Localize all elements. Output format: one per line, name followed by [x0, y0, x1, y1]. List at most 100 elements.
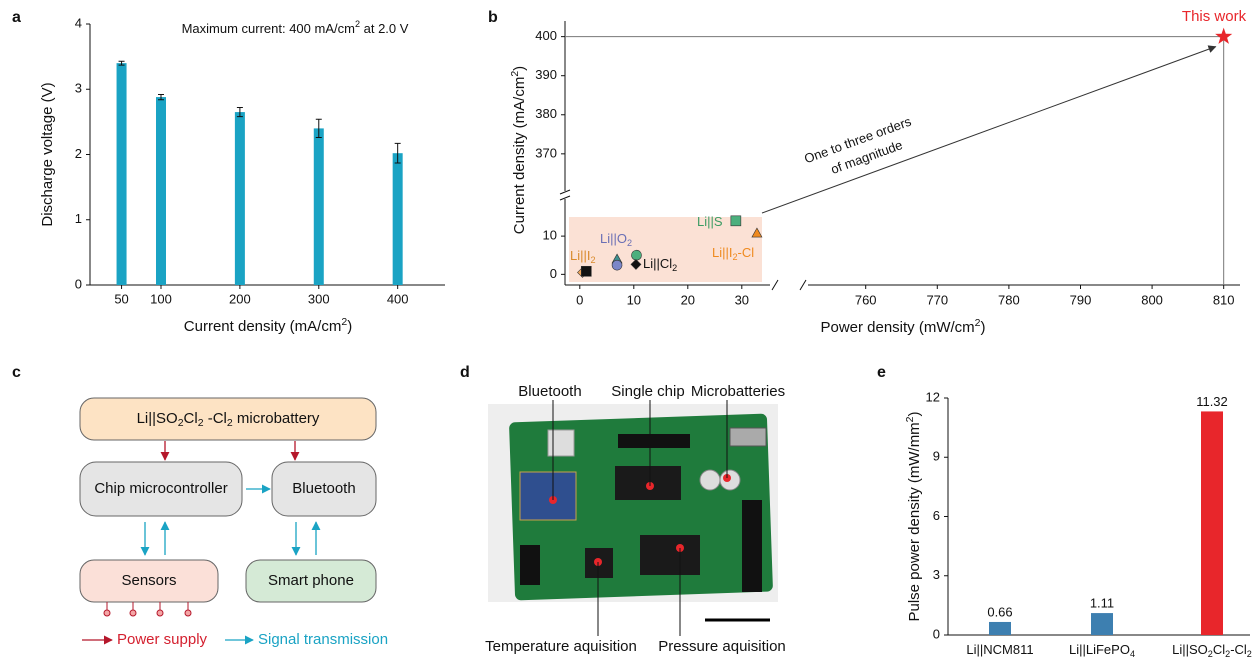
- bar: [393, 153, 403, 285]
- point-label: Li||Cl2: [643, 256, 677, 273]
- y-tick-label: 9: [933, 449, 940, 464]
- bar: [156, 97, 166, 285]
- marker: [632, 250, 642, 260]
- diagram: Li||SO2Cl2 -Cl2 microbattery Chip microc…: [80, 398, 388, 648]
- x-tick-label: 400: [387, 291, 409, 306]
- text-part: 2: [590, 255, 595, 265]
- point-label: This work: [1182, 8, 1247, 25]
- chip: [640, 535, 700, 575]
- panel-letter: c: [12, 364, 21, 381]
- panel-letter: e: [877, 364, 886, 381]
- y-tick-label: 390: [535, 67, 557, 82]
- text-part: Pulse power density (mW/mm: [906, 422, 923, 621]
- point-label: Li||S: [697, 214, 723, 229]
- marker: [731, 216, 741, 226]
- text-part: ): [347, 318, 352, 335]
- text-part: -Cl: [738, 245, 755, 260]
- axis-break: [560, 190, 570, 200]
- x-tick-label: Li||LiFePO4: [1069, 642, 1135, 659]
- header: [618, 434, 690, 448]
- x-tick-label: 0: [576, 292, 583, 307]
- y-tick-label: 6: [933, 508, 940, 523]
- value-label: 11.32: [1196, 394, 1228, 409]
- text-part: -Cl: [1230, 642, 1247, 657]
- y-tick-label: 3: [75, 81, 82, 96]
- node-label: Chip microcontroller: [94, 480, 227, 497]
- text-part: Li||SO: [1172, 642, 1208, 657]
- header: [520, 545, 540, 585]
- bar: [1201, 411, 1223, 635]
- microbattery: [700, 470, 720, 490]
- axis-break: [772, 280, 806, 290]
- text-part: -Cl: [204, 410, 227, 427]
- text-part: Li||S: [697, 214, 723, 229]
- panel-letter: a: [12, 9, 21, 26]
- y-tick-label: 2: [75, 146, 82, 161]
- y-tick-label: 4: [75, 15, 82, 30]
- y-axis-title: Discharge voltage (V): [39, 82, 56, 226]
- x-tick-label: 810: [1213, 292, 1235, 307]
- photo-label: Single chip: [611, 383, 684, 400]
- x-tick-label: 780: [998, 292, 1020, 307]
- x-axis-title: Current density (mA/cm2): [184, 316, 352, 335]
- marker: [612, 260, 622, 270]
- x-axis-title: Power density (mW/cm2): [820, 317, 985, 336]
- text-part: Cl: [184, 410, 198, 427]
- panel-letter: b: [488, 9, 498, 26]
- text-part: 2: [672, 263, 677, 273]
- text-part: Li||I: [712, 245, 732, 260]
- x-tick-label: 10: [627, 292, 641, 307]
- node-label: Smart phone: [268, 572, 354, 589]
- switch: [730, 428, 766, 446]
- text-part: ): [906, 411, 923, 416]
- text-part: at 2.0 V: [360, 21, 409, 36]
- x-tick-label: 30: [735, 292, 749, 307]
- y-axis-title: Current density (mA/cm2): [509, 66, 528, 234]
- bar: [117, 63, 127, 285]
- bar: [235, 112, 245, 285]
- text-part: Maximum current: 400 mA/cm: [182, 21, 355, 36]
- y-tick-label: 400: [535, 28, 557, 43]
- text-part: Current density (mA/cm: [184, 318, 342, 335]
- header: [742, 500, 762, 592]
- x-tick-label: 200: [229, 291, 251, 306]
- trend-arrow: [762, 47, 1216, 213]
- text-part: 2: [1247, 649, 1252, 659]
- bar: [314, 128, 324, 285]
- text-part: Li||SO: [137, 410, 178, 427]
- text-part: Li||LiFePO: [1069, 642, 1130, 657]
- panel-letter: d: [460, 364, 470, 381]
- photo-label: Microbatteries: [691, 383, 785, 400]
- x-tick-label: 800: [1141, 292, 1163, 307]
- value-label: 0.66: [987, 604, 1012, 619]
- legend-label: Power supply: [117, 631, 208, 648]
- bluetooth-module: [520, 472, 576, 520]
- x-tick-label: 50: [114, 291, 128, 306]
- text-part: Discharge voltage (V): [39, 82, 56, 226]
- text-part: 2: [627, 238, 632, 248]
- text-part: This work: [1182, 8, 1247, 25]
- sensor-pins: [104, 602, 191, 616]
- photo-label: Temperature aquisition: [485, 638, 637, 655]
- marker: [581, 266, 591, 276]
- legend-label: Signal transmission: [258, 631, 388, 648]
- x-tick-label: Li||SO2Cl2-Cl2: [1172, 642, 1252, 659]
- bar: [989, 622, 1011, 635]
- value-label: 1.11: [1090, 596, 1114, 611]
- photo-label: Pressure aquisition: [658, 638, 786, 655]
- photo: Bluetooth Single chip Microbatteries Tem…: [485, 383, 786, 655]
- x-tick-label: 790: [1070, 292, 1092, 307]
- text-part: ): [511, 66, 528, 71]
- node-label: Bluetooth: [292, 480, 355, 497]
- figure: a b c d e Li||SO2Cl2 -Cl2 microbattery C…: [0, 0, 1253, 659]
- y-tick-label: 3: [933, 567, 940, 582]
- y-tick-label: 12: [926, 389, 940, 404]
- text-part: Li||Cl: [643, 256, 672, 271]
- text-part: ): [981, 319, 986, 336]
- text-part: Li||O: [600, 231, 627, 246]
- text-part: Current density (mA/cm: [511, 77, 528, 235]
- y-tick-label: 0: [75, 276, 82, 291]
- x-tick-label: 770: [926, 292, 948, 307]
- node-label: Sensors: [121, 572, 176, 589]
- x-tick-label: 760: [855, 292, 877, 307]
